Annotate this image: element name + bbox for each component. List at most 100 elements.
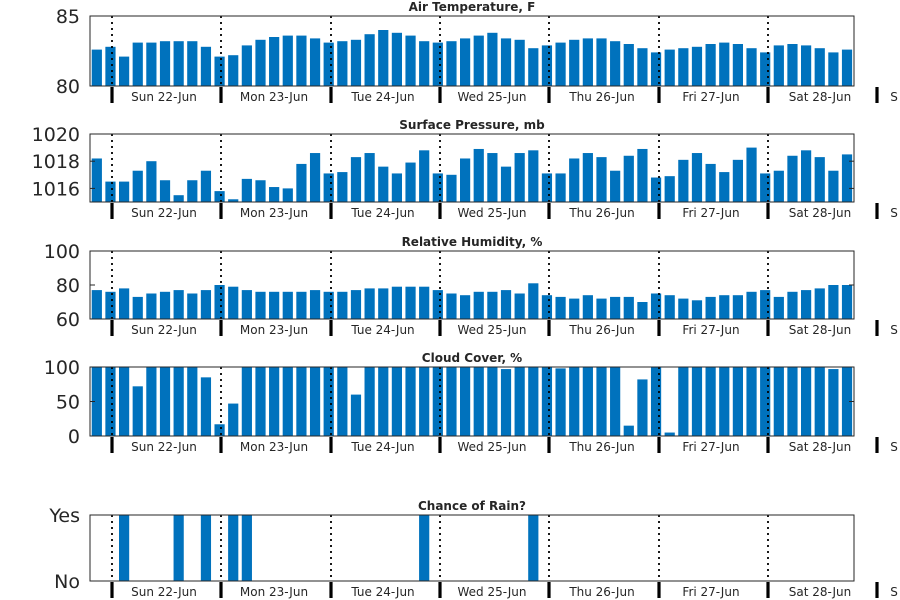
cloud-cover-bar xyxy=(282,367,293,436)
cloud-cover-bar xyxy=(541,367,553,436)
air-temperature-bar xyxy=(105,46,116,86)
surface-pressure-bar xyxy=(132,170,143,202)
relative-humidity-bar xyxy=(132,296,143,319)
air-temperature-ytick-label: 85 xyxy=(56,6,80,28)
relative-humidity-bar xyxy=(678,298,689,319)
air-temperature-bar xyxy=(91,49,102,86)
surface-pressure-xtick-label: Thu 26-Jun xyxy=(568,206,634,220)
cloud-cover-bar xyxy=(187,367,198,436)
surface-pressure-bar xyxy=(378,166,389,202)
relative-humidity-xtick-label: Wed 25-Jun xyxy=(458,323,527,337)
surface-pressure-bar xyxy=(309,153,321,202)
relative-humidity-bar xyxy=(732,295,743,319)
relative-humidity-xtick-label: Sun 22-Jun xyxy=(131,323,197,337)
cloud-cover-bar xyxy=(241,367,252,436)
relative-humidity-xtick-label: Tue 24-Jun xyxy=(350,323,414,337)
relative-humidity-bar xyxy=(391,286,402,319)
air-temperature-bar xyxy=(541,45,553,86)
chance-of-rain-ytick-label: Yes xyxy=(48,505,80,527)
cloud-cover-bar xyxy=(637,379,648,436)
surface-pressure-xtick-label: Mon 23-Jun xyxy=(240,206,308,220)
air-temperature-bar xyxy=(432,42,443,86)
air-temperature-bar xyxy=(814,48,825,86)
surface-pressure-xtick-label: Sun 22-Jun xyxy=(131,206,197,220)
surface-pressure-bar xyxy=(787,155,798,202)
air-temperature-bar xyxy=(582,38,593,86)
cloud-cover-ytick-label: 0 xyxy=(68,426,80,448)
cloud-cover-bar xyxy=(105,367,116,436)
surface-pressure-bar xyxy=(173,195,184,202)
surface-pressure-bar xyxy=(500,166,512,202)
air-temperature-bar xyxy=(650,52,662,86)
surface-pressure-axes xyxy=(89,133,855,203)
cloud-cover-bar xyxy=(296,367,307,436)
relative-humidity-bar xyxy=(719,295,730,319)
relative-humidity-bar xyxy=(200,290,212,319)
surface-pressure-bar xyxy=(719,172,730,202)
cloud-cover-bar xyxy=(419,367,430,436)
relative-humidity-bar xyxy=(378,288,389,319)
air-temperature-bar xyxy=(487,32,498,86)
cloud-cover-bar xyxy=(323,367,334,436)
relative-humidity-bar xyxy=(446,293,457,319)
surface-pressure-bar xyxy=(828,170,839,202)
surface-pressure-xtick-label: Fri 27-Jun xyxy=(682,206,739,220)
cloud-cover-bar xyxy=(596,367,607,436)
air-temperature-bar xyxy=(173,41,184,86)
cloud-cover-bar xyxy=(91,367,102,436)
surface-pressure-ytick-label: 1018 xyxy=(32,151,80,173)
surface-pressure-bar xyxy=(119,181,130,202)
cloud-cover-bar xyxy=(309,367,321,436)
air-temperature-bar xyxy=(664,49,675,86)
relative-humidity-bar xyxy=(214,285,225,319)
chance-of-rain-title: Chance of Rain? xyxy=(418,499,526,513)
relative-humidity-bar xyxy=(473,291,484,319)
surface-pressure-bar xyxy=(241,178,252,202)
cloud-cover-bar xyxy=(814,367,825,436)
air-temperature-bar xyxy=(405,35,416,86)
air-temperature-bar xyxy=(419,41,430,86)
relative-humidity-bar xyxy=(610,296,621,319)
relative-humidity-bar xyxy=(514,293,525,319)
surface-pressure-bar xyxy=(391,173,402,202)
cloud-cover-xtick-label: Tue 24-Jun xyxy=(350,440,414,454)
cloud-cover-bar xyxy=(650,367,662,436)
surface-pressure-bar xyxy=(350,157,362,202)
relative-humidity-bar xyxy=(282,291,293,319)
cloud-cover-bar xyxy=(473,367,484,436)
relative-humidity-bar xyxy=(596,298,607,319)
relative-humidity-ytick-label: 80 xyxy=(56,275,80,297)
relative-humidity-xtick-label: Thu 26-Jun xyxy=(568,323,634,337)
air-temperature-bar xyxy=(732,44,743,86)
cloud-cover-bar xyxy=(582,367,593,436)
cloud-cover-bar xyxy=(173,367,184,436)
air-temperature-xtick-label: S xyxy=(890,90,898,104)
surface-pressure-xtick-label: S xyxy=(890,206,898,220)
surface-pressure-bar xyxy=(337,172,348,202)
air-temperature-bar xyxy=(119,56,130,86)
cloud-cover-bar xyxy=(828,369,839,436)
surface-pressure-bar xyxy=(623,155,634,202)
surface-pressure-bar xyxy=(187,180,198,202)
surface-pressure-bar xyxy=(200,170,212,202)
cloud-cover-bar xyxy=(528,367,539,436)
air-temperature-bar xyxy=(528,48,539,86)
cloud-cover-xtick-label: Wed 25-Jun xyxy=(458,440,527,454)
cloud-cover-bar xyxy=(269,367,280,436)
cloud-cover-bar xyxy=(841,367,853,436)
relative-humidity-bar xyxy=(350,290,362,319)
air-temperature-panel: Air Temperature, F 80 85 Sun 22-Jun Mon 23-J… xyxy=(56,0,898,104)
cloud-cover-bar xyxy=(787,367,798,436)
surface-pressure-bar xyxy=(814,157,825,202)
relative-humidity-bar xyxy=(760,290,771,319)
air-temperature-xtick-label: Fri 27-Jun xyxy=(682,90,739,104)
cloud-cover-ytick-label: 50 xyxy=(56,392,80,414)
cloud-cover-bar xyxy=(350,394,362,436)
air-temperature-bar xyxy=(569,39,580,86)
surface-pressure-bar xyxy=(282,188,293,202)
surface-pressure-bar xyxy=(773,170,784,202)
chance-of-rain-xtick-label: Wed 25-Jun xyxy=(458,585,527,599)
air-temperature-bar xyxy=(391,32,402,86)
air-temperature-bar xyxy=(705,44,716,86)
